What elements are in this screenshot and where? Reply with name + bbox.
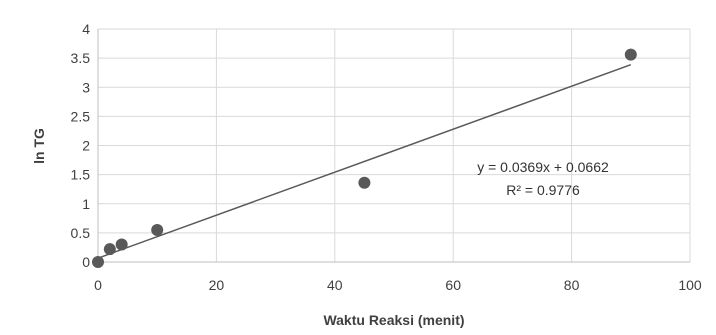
data-point xyxy=(358,176,371,189)
x-tick-label: 0 xyxy=(94,277,102,293)
x-tick-label: 20 xyxy=(209,277,225,293)
gridlines xyxy=(98,28,691,262)
y-tick-label: 1 xyxy=(82,196,90,212)
x-axis-title: Waktu Reaksi (menit) xyxy=(323,312,464,328)
axes xyxy=(97,29,690,263)
x-tick-label: 60 xyxy=(445,277,461,293)
y-tick-label: 3 xyxy=(82,79,90,95)
data-point xyxy=(103,243,116,256)
data-point xyxy=(115,238,128,251)
y-axis-title: ln TG xyxy=(31,128,47,164)
y-tick-label: 2 xyxy=(82,138,90,154)
y-tick-label: 0 xyxy=(82,254,90,270)
x-tick-label: 40 xyxy=(327,277,343,293)
y-tick-label: 2.5 xyxy=(71,108,91,124)
r-squared-label: R² = 0.9776 xyxy=(506,182,580,198)
x-tick-label: 100 xyxy=(678,277,702,293)
trendline-group xyxy=(97,63,632,259)
trendline xyxy=(97,63,632,259)
y-tick-label: 4 xyxy=(82,21,90,37)
data-point xyxy=(151,223,164,236)
data-point xyxy=(624,48,637,61)
tick-labels: 00.511.522.533.540 20 40 60 80 100 xyxy=(71,21,702,293)
y-tick-label: 0.5 xyxy=(71,225,91,241)
data-point xyxy=(92,256,104,268)
y-tick-label: 1.5 xyxy=(71,167,91,183)
x-tick-label: 80 xyxy=(564,277,580,293)
trendline-equation: y = 0.0369x + 0.0662 xyxy=(477,159,609,175)
y-tick-label: 3.5 xyxy=(71,50,91,66)
data-points xyxy=(92,48,637,268)
